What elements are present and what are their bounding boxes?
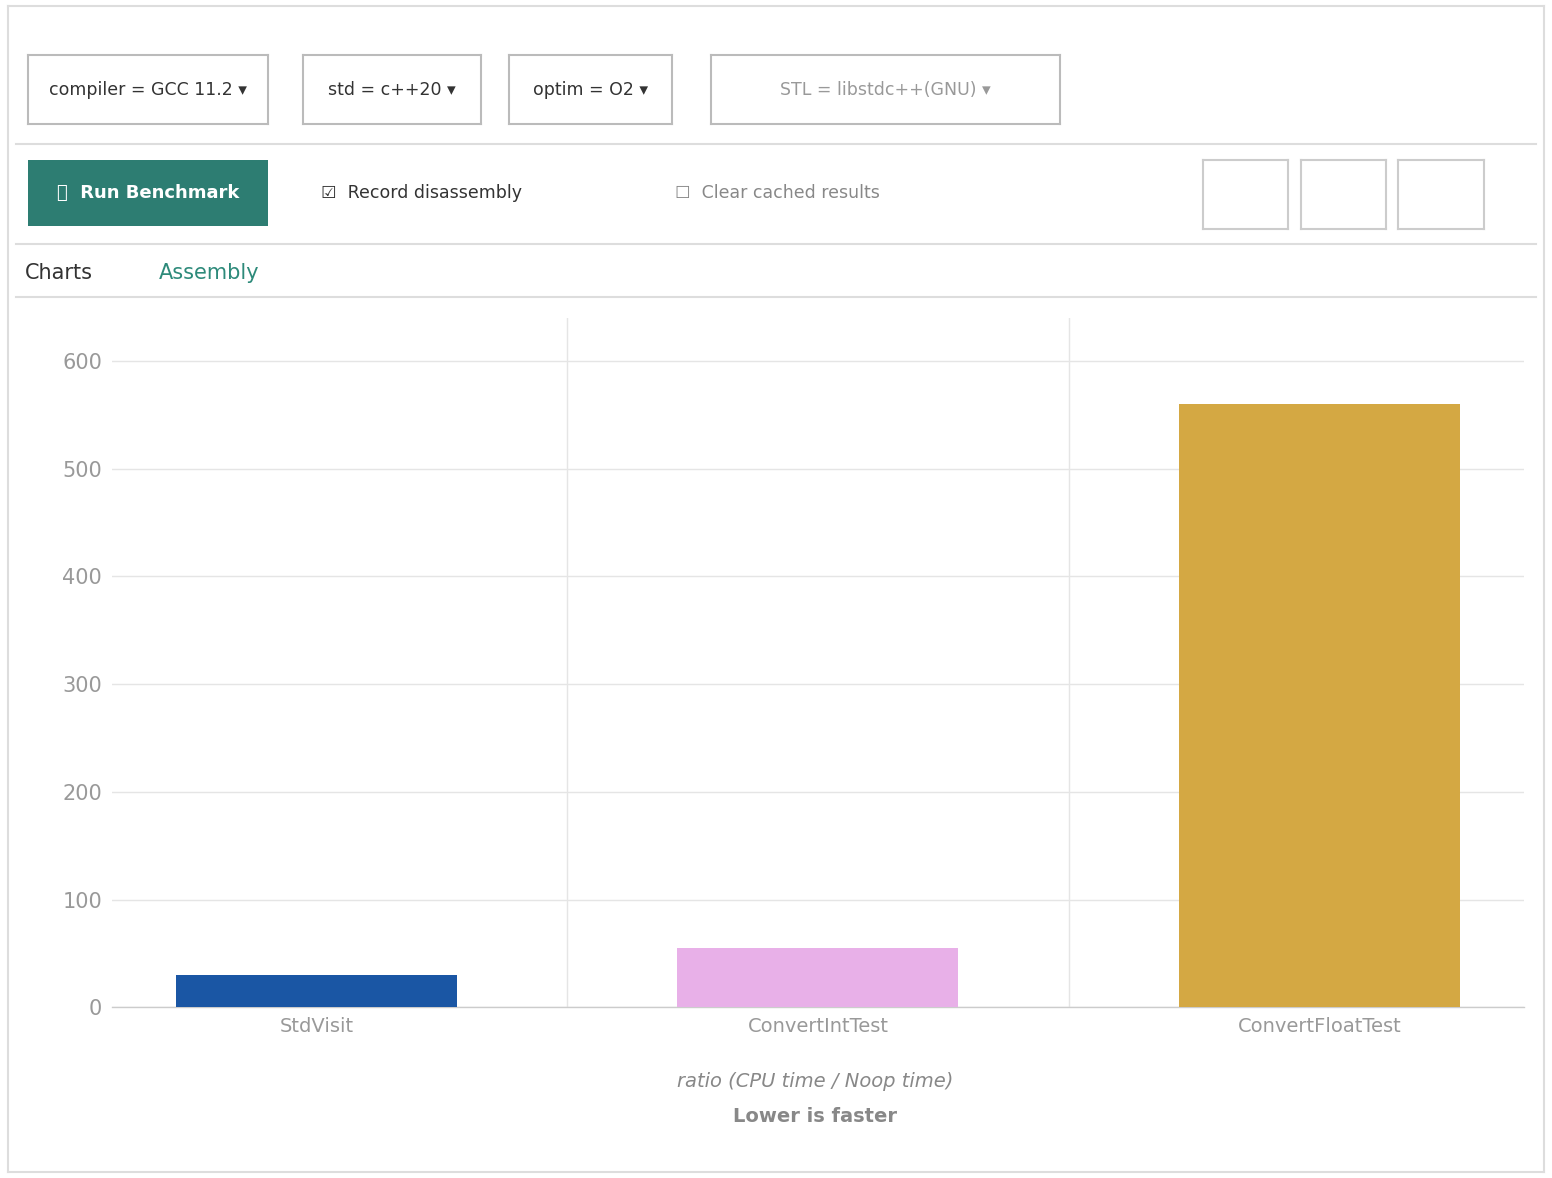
Bar bbox=[1180, 404, 1460, 1007]
Text: Lower is faster: Lower is faster bbox=[733, 1107, 897, 1126]
Text: ratio (CPU time / Noop time): ratio (CPU time / Noop time) bbox=[677, 1072, 953, 1091]
Text: std = c++20 ▾: std = c++20 ▾ bbox=[327, 80, 456, 99]
Text: ⧖  Run Benchmark: ⧖ Run Benchmark bbox=[57, 184, 239, 203]
Bar bbox=[678, 948, 958, 1007]
Text: Assembly: Assembly bbox=[160, 264, 259, 283]
Text: ☑  Record disassembly: ☑ Record disassembly bbox=[321, 184, 523, 203]
Bar bbox=[175, 975, 456, 1007]
Text: ☐  Clear cached results: ☐ Clear cached results bbox=[675, 184, 880, 203]
Text: compiler = GCC 11.2 ▾: compiler = GCC 11.2 ▾ bbox=[50, 80, 247, 99]
Text: STL = libstdc++(GNU) ▾: STL = libstdc++(GNU) ▾ bbox=[781, 80, 990, 99]
Text: Charts: Charts bbox=[25, 264, 93, 283]
Text: optim = O2 ▾: optim = O2 ▾ bbox=[532, 80, 649, 99]
